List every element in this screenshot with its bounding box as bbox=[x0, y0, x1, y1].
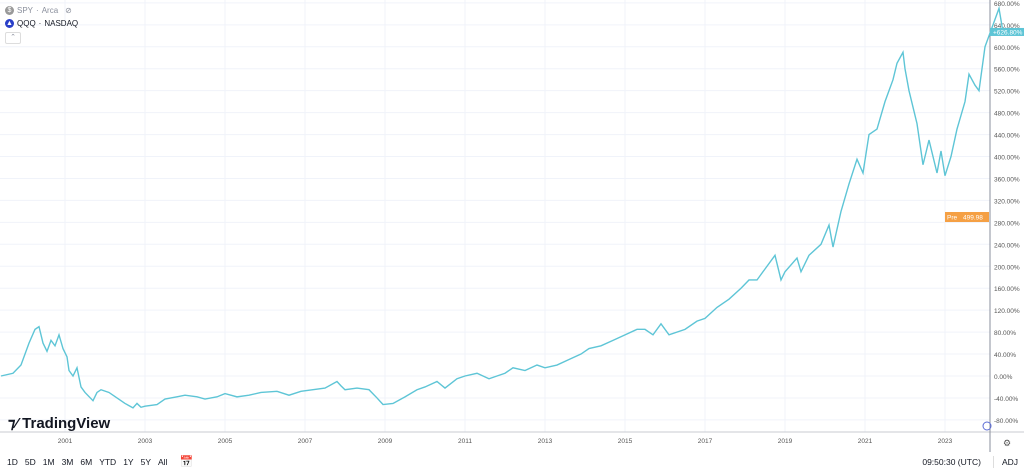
y-tick-label: 280.00% bbox=[994, 220, 1020, 227]
x-tick-label: 2013 bbox=[538, 438, 553, 445]
range-5y[interactable]: 5Y bbox=[140, 456, 151, 467]
legend: $ SPY · Arca ⊘ ▲ QQQ · NASDAQ ⌃ bbox=[5, 4, 78, 44]
x-tick-label: 2017 bbox=[698, 438, 713, 445]
pre-label: Pre bbox=[947, 215, 958, 222]
range-1y[interactable]: 1Y bbox=[123, 456, 134, 467]
y-tick-label: 120.00% bbox=[994, 308, 1020, 315]
scroll-to-realtime-icon[interactable] bbox=[982, 421, 992, 431]
y-tick-label: 0.00% bbox=[994, 374, 1013, 381]
legend-exchange: Arca bbox=[41, 6, 59, 15]
legend-item-qqq[interactable]: ▲ QQQ · NASDAQ bbox=[5, 19, 79, 28]
y-tick-label: 520.00% bbox=[994, 89, 1020, 96]
x-tick-label: 2015 bbox=[618, 438, 633, 445]
y-tick-label: 440.00% bbox=[994, 133, 1020, 140]
adj-toggle[interactable]: ADJ bbox=[1001, 456, 1018, 467]
x-tick-label: 2007 bbox=[298, 438, 313, 445]
bottom-right: 09:50:30 (UTC) ADJ bbox=[922, 452, 1024, 471]
clock[interactable]: 09:50:30 (UTC) bbox=[922, 456, 981, 467]
range-5d[interactable]: 5D bbox=[24, 456, 36, 467]
x-tick-label: 2021 bbox=[858, 438, 873, 445]
brand: TradingView bbox=[22, 415, 111, 432]
last-value-label: +626.80% bbox=[993, 29, 1023, 36]
x-tick-label: 2019 bbox=[778, 438, 793, 445]
range-3m[interactable]: 3M bbox=[61, 456, 74, 467]
x-tick-label: 2005 bbox=[218, 438, 233, 445]
pre-market-badge bbox=[945, 212, 989, 222]
y-tick-label: 680.00% bbox=[994, 1, 1020, 8]
y-tick-label: 640.00% bbox=[994, 23, 1020, 30]
qqq-logo-icon: ▲ bbox=[5, 19, 14, 28]
range-ytd[interactable]: YTD bbox=[99, 456, 117, 467]
bottom-toolbar: 1D 5D 1M 3M 6M YTD 1Y 5Y All 📅 bbox=[0, 452, 1024, 471]
tradingview-logo: ⁊⁄ TradingView bbox=[8, 414, 110, 432]
y-tick-label: -80.00% bbox=[994, 418, 1018, 425]
range-6m[interactable]: 6M bbox=[80, 456, 93, 467]
range-1d[interactable]: 1D bbox=[7, 456, 18, 467]
last-value-badge bbox=[990, 27, 1024, 36]
calendar-goto-icon[interactable]: 📅 bbox=[179, 456, 194, 468]
chart[interactable]: 680.00% 640.00% 600.00% 560.00% 520.00% 480.0… bbox=[0, 0, 1024, 452]
legend-item-spy[interactable]: $ SPY · Arca ⊘ bbox=[5, 4, 78, 17]
x-tick-label: 2009 bbox=[378, 438, 393, 445]
y-tick-label: 480.00% bbox=[994, 111, 1020, 118]
tv-logo-icon: ⁊⁄ bbox=[8, 415, 23, 432]
series-line-qqq bbox=[0, 5, 1004, 409]
x-tick-label: 2023 bbox=[938, 438, 953, 445]
x-tick-label: 2011 bbox=[458, 438, 472, 445]
x-tick-label: 2001 bbox=[58, 438, 73, 445]
y-tick-label: 400.00% bbox=[994, 155, 1020, 162]
y-tick-label: 160.00% bbox=[994, 286, 1020, 293]
y-tick-label: 80.00% bbox=[994, 330, 1016, 337]
legend-symbol: SPY bbox=[17, 6, 34, 15]
collapse-legend-button[interactable]: ⌃ bbox=[5, 32, 21, 44]
x-tick-label: 2003 bbox=[138, 438, 153, 445]
y-tick-label: 320.00% bbox=[994, 198, 1020, 205]
y-tick-label: 360.00% bbox=[994, 176, 1020, 183]
pre-value: 499.98 bbox=[963, 215, 983, 222]
y-tick-label: 240.00% bbox=[994, 242, 1020, 249]
settings-icon[interactable]: ⚙ bbox=[1003, 438, 1011, 448]
y-tick-label: -40.00% bbox=[994, 396, 1018, 403]
y-tick-label: 600.00% bbox=[994, 45, 1020, 52]
eye-hidden-icon[interactable]: ⊘ bbox=[65, 6, 72, 15]
y-tick-label: 200.00% bbox=[994, 264, 1020, 271]
legend-exchange: NASDAQ bbox=[44, 19, 79, 28]
y-tick-label: 560.00% bbox=[994, 67, 1020, 74]
dollar-icon: $ bbox=[5, 6, 14, 15]
y-tick-label: 40.00% bbox=[994, 352, 1016, 359]
range-1m[interactable]: 1M bbox=[42, 456, 55, 467]
legend-symbol: QQQ bbox=[17, 19, 36, 28]
range-all[interactable]: All bbox=[158, 456, 168, 467]
